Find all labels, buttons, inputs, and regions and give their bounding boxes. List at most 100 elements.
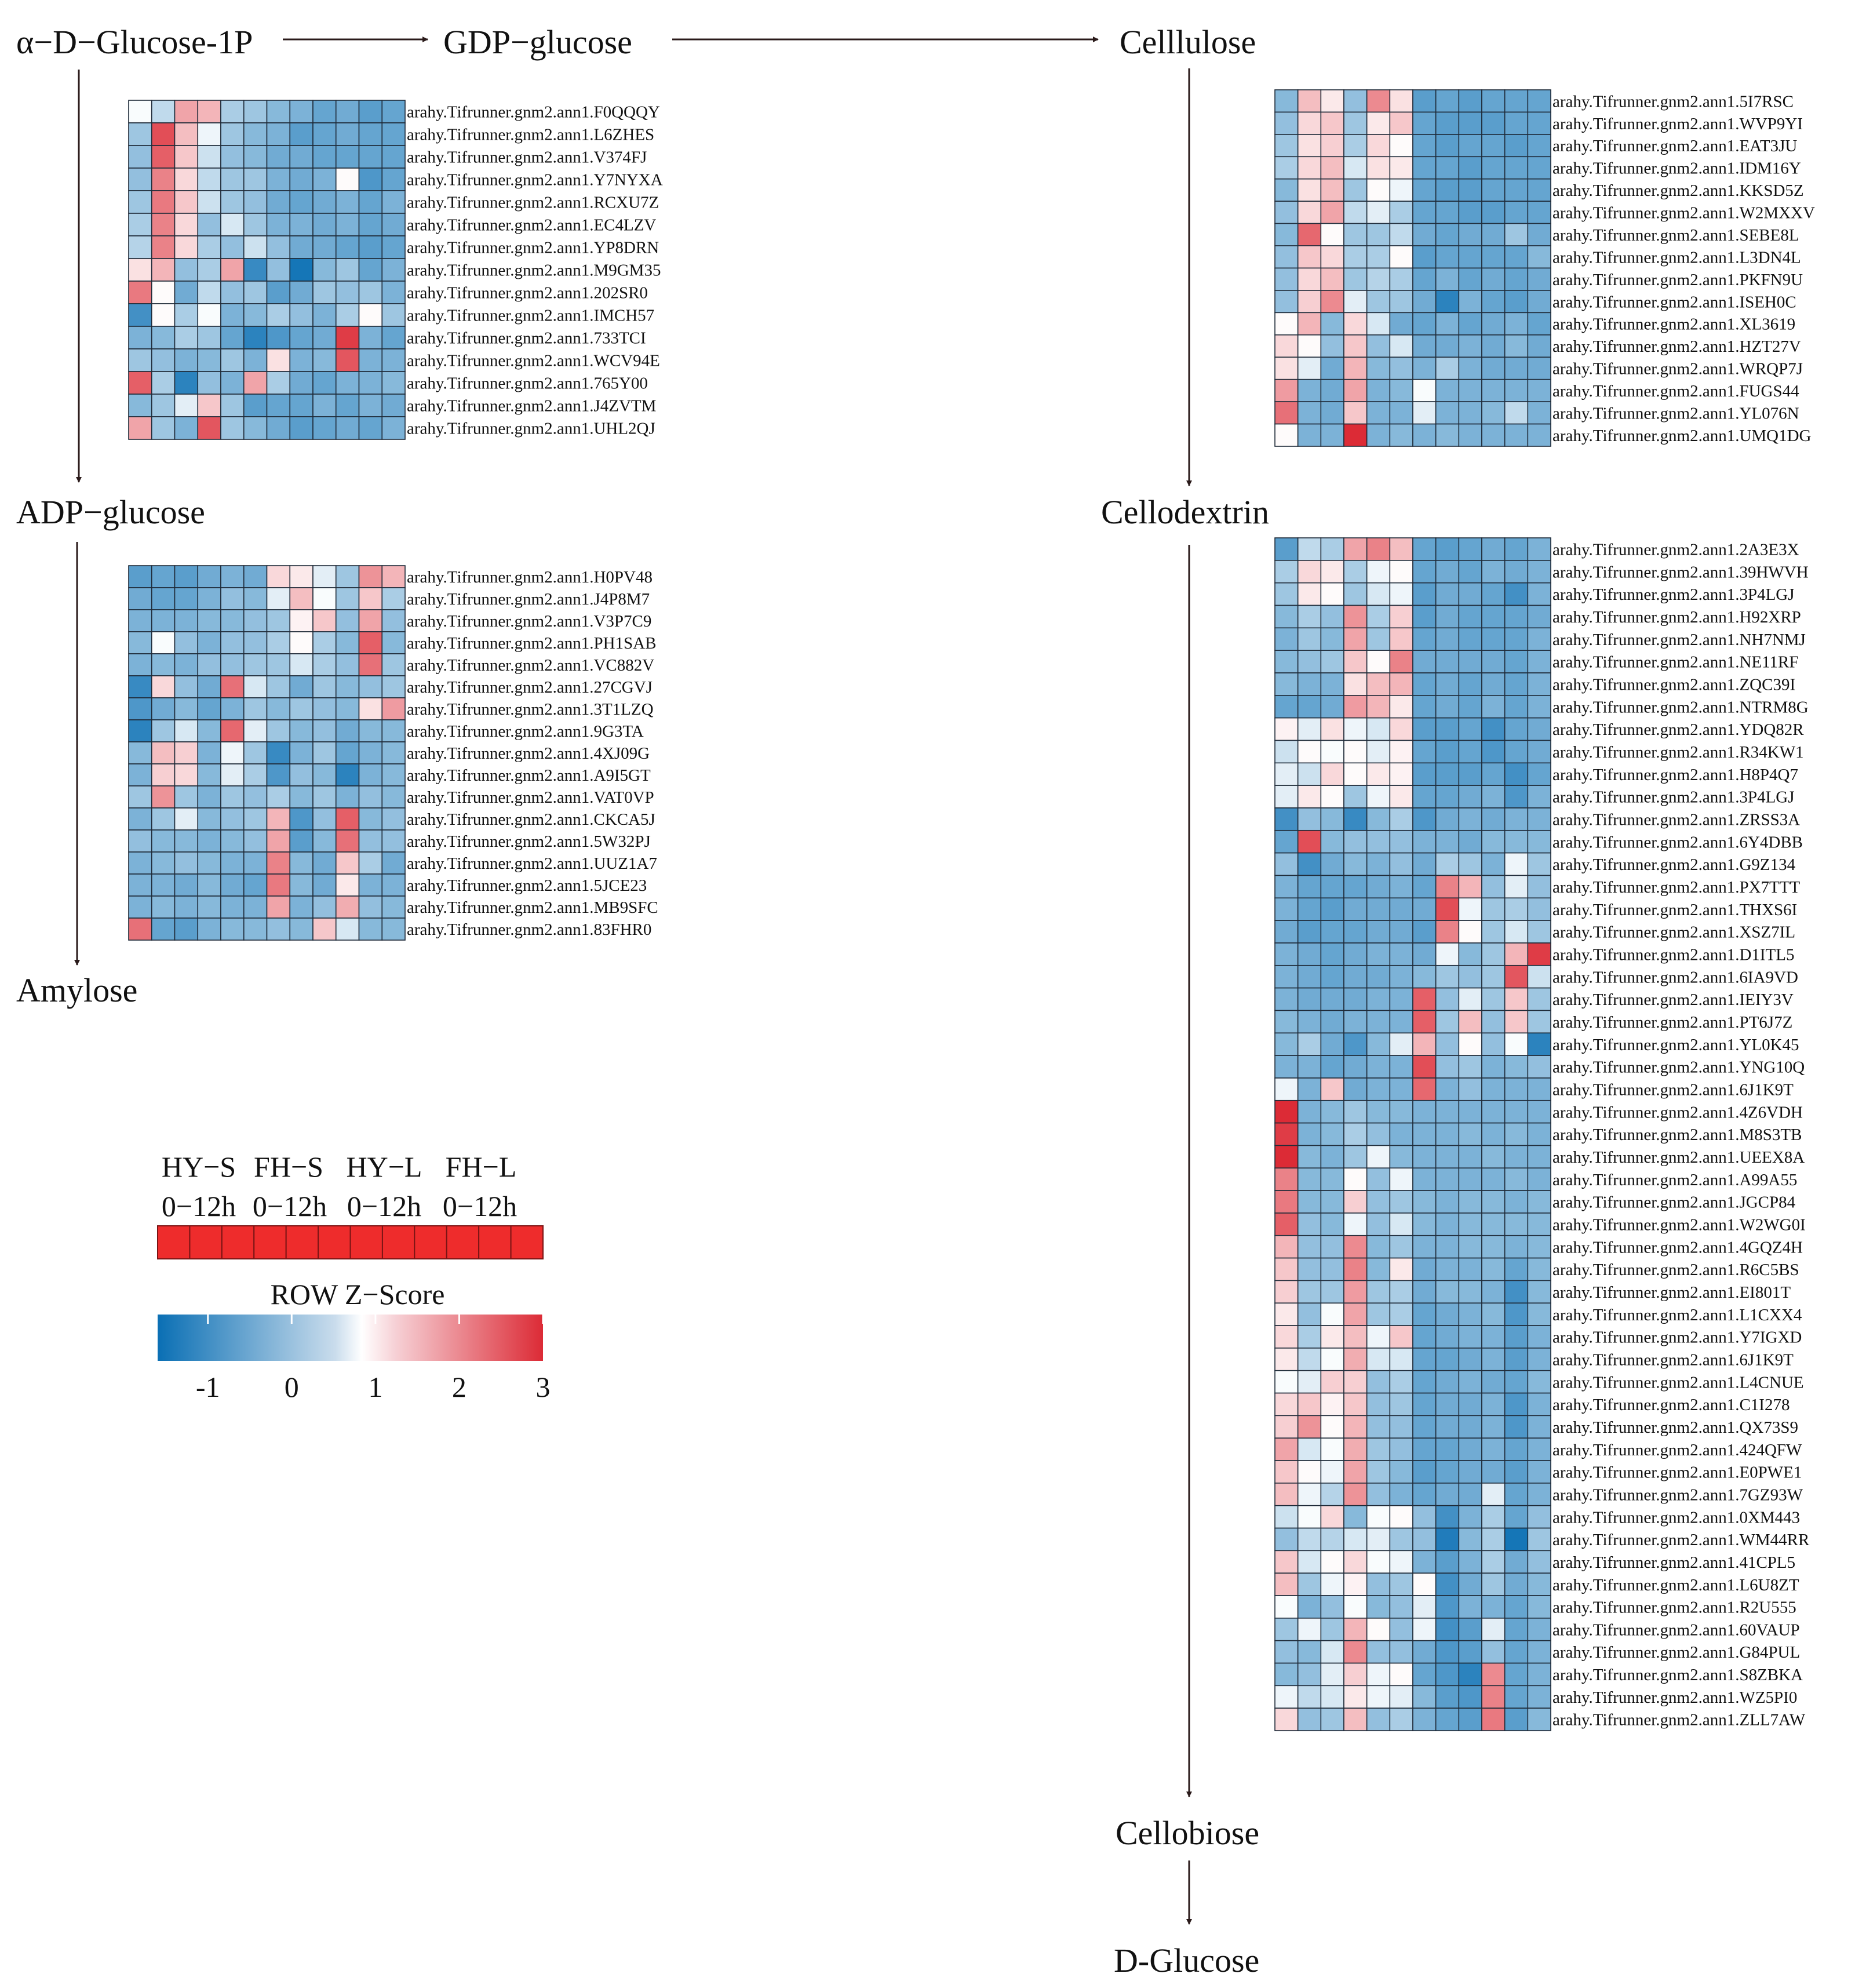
heatmap-cell <box>312 371 337 395</box>
heatmap-cell <box>1527 1032 1551 1056</box>
heatmap-cell <box>1389 920 1413 944</box>
legend-tick-label: 1 <box>368 1371 382 1403</box>
gene-label: arahy.Tifrunner.gnm2.ann1.PH1SAB <box>407 634 656 653</box>
heatmap-cell <box>1435 785 1460 809</box>
heatmap-cell <box>335 281 360 304</box>
heatmap-cell <box>1435 1505 1460 1529</box>
heatmap-cell <box>1481 1122 1506 1146</box>
heatmap-cell <box>1435 1257 1460 1281</box>
heatmap-cell <box>220 565 245 588</box>
heatmap-cell <box>1343 1257 1368 1281</box>
heatmap-cell <box>1343 1595 1368 1619</box>
heatmap-cell <box>1320 1348 1344 1371</box>
heatmap-cell <box>1274 1167 1299 1191</box>
heatmap-cell <box>289 371 314 395</box>
gene-label: arahy.Tifrunner.gnm2.ann1.UEEX8A <box>1552 1148 1805 1167</box>
heatmap-cell <box>1504 560 1529 584</box>
gene-label: arahy.Tifrunner.gnm2.ann1.PKFN9U <box>1552 271 1803 289</box>
heatmap-cell <box>1435 717 1460 741</box>
heatmap-cell <box>1366 942 1391 966</box>
heatmap-cell <box>1297 1032 1322 1056</box>
heatmap-cell <box>1274 1190 1299 1214</box>
legend: HY−S FH−S HY−L FH−L 0−12h 0−12h 0−12h 0−… <box>157 1150 551 1403</box>
heatmap-cell <box>1481 942 1506 966</box>
heatmap-cell <box>1527 1662 1551 1687</box>
heatmap-cell <box>128 609 152 632</box>
heatmap-cell <box>197 807 221 831</box>
heatmap-cell <box>1297 717 1322 741</box>
gene-label: arahy.Tifrunner.gnm2.ann1.4XJ09G <box>407 744 650 763</box>
heatmap-cell <box>1274 201 1299 224</box>
heatmap-cell <box>1435 1348 1460 1371</box>
heatmap-cell <box>1435 582 1460 606</box>
heatmap-cell <box>1481 1257 1506 1281</box>
heatmap-cell <box>1504 1348 1529 1371</box>
heatmap-cell <box>1274 650 1299 673</box>
heatmap-cell <box>1527 223 1551 246</box>
gene-label: arahy.Tifrunner.gnm2.ann1.424QFW <box>1552 1441 1802 1459</box>
heatmap-cell <box>1366 1280 1391 1304</box>
heatmap-cell <box>1481 178 1506 202</box>
heatmap-cell <box>197 785 221 809</box>
heatmap-cell <box>289 675 314 698</box>
heatmap-cell <box>1504 1190 1529 1214</box>
heatmap-cell <box>358 609 383 632</box>
heatmap-cell <box>1297 1707 1322 1731</box>
heatmap-cell <box>1481 267 1506 291</box>
heatmap-cell <box>1504 1235 1529 1259</box>
gene-label: arahy.Tifrunner.gnm2.ann1.ZLL7AW <box>1552 1711 1806 1730</box>
heatmap-cell <box>1458 134 1482 158</box>
heatmap-cell <box>1412 1010 1437 1034</box>
heatmap-cell <box>1527 178 1551 202</box>
heatmap-cell <box>1435 1483 1460 1506</box>
heatmap-cell <box>1366 1595 1391 1619</box>
heatmap-cell <box>381 145 406 169</box>
heatmap-cell <box>197 145 221 169</box>
heatmap-cell <box>1458 650 1482 673</box>
heatmap-cell <box>1366 1348 1391 1371</box>
heatmap-cell <box>1366 560 1391 584</box>
heatmap-cell <box>1389 852 1413 876</box>
heatmap-cell <box>243 631 268 654</box>
heatmap-cell <box>312 258 337 282</box>
heatmap-cell <box>1504 785 1529 809</box>
heatmap-cell <box>1458 1415 1482 1439</box>
heatmap-cell <box>358 653 383 676</box>
heatmap-cell <box>1412 1460 1437 1484</box>
heatmap-cell <box>174 917 199 941</box>
heatmap-cell <box>1274 1257 1299 1281</box>
gene-label: arahy.Tifrunner.gnm2.ann1.EAT3JU <box>1552 137 1797 155</box>
heatmap-cell <box>1527 201 1551 224</box>
heatmap-cell <box>1435 1707 1460 1731</box>
heatmap-cell <box>1527 111 1551 135</box>
heatmap-cell <box>358 829 383 853</box>
heatmap-cell <box>1481 605 1506 629</box>
heatmap-cell <box>1435 245 1460 269</box>
heatmap-cell <box>1343 1370 1368 1394</box>
heatmap-cell <box>1320 852 1344 876</box>
heatmap-cell <box>174 213 199 236</box>
heatmap-cell <box>1412 920 1437 944</box>
heatmap-cell <box>1527 1370 1551 1394</box>
heatmap-cell <box>1435 627 1460 651</box>
heatmap-cell <box>1274 156 1299 180</box>
heatmap-cell <box>197 235 221 259</box>
heatmap-cell <box>1320 1415 1344 1439</box>
heatmap-cell <box>220 785 245 809</box>
heatmap-cell <box>381 416 406 440</box>
heatmap-cell <box>1366 223 1391 246</box>
heatmap-cell <box>266 895 291 919</box>
heatmap-cell <box>1412 156 1437 180</box>
heatmap-cell <box>1274 1055 1299 1079</box>
heatmap-cell <box>1481 582 1506 606</box>
heatmap-cell <box>1343 1662 1368 1687</box>
heatmap-cell <box>335 235 360 259</box>
gene-label: arahy.Tifrunner.gnm2.ann1.3P4LGJ <box>1552 788 1795 807</box>
heatmap-cell <box>151 741 176 764</box>
heatmap-cell <box>1481 717 1506 741</box>
heatmap-cell <box>312 653 337 676</box>
heatmap-cell <box>1527 964 1551 989</box>
heatmap-cell <box>1435 897 1460 921</box>
heatmap-cell <box>1297 356 1322 380</box>
heatmap-cell <box>1527 1235 1551 1259</box>
